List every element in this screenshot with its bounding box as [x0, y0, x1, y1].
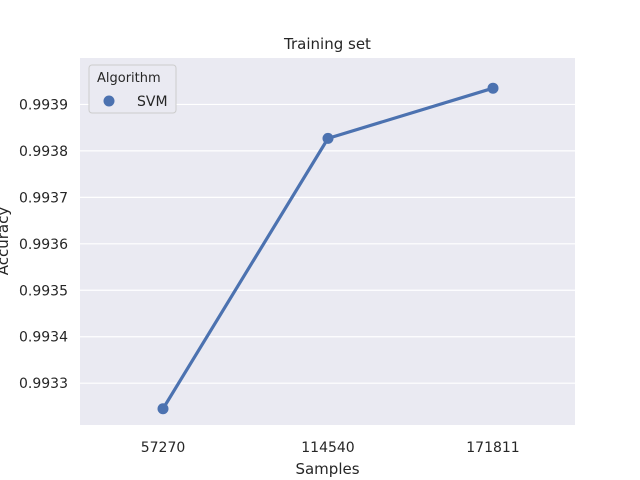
legend-label-svm: SVM — [137, 94, 168, 110]
legend: Algorithm SVM — [88, 64, 177, 114]
x-axis-title: Samples — [295, 460, 359, 478]
y-tick-label: 0.9936 — [19, 237, 68, 253]
y-axis-title: Accuracy — [0, 207, 12, 276]
y-tick-label: 0.9934 — [19, 330, 68, 346]
chart-title: Training set — [283, 35, 371, 53]
x-tick-label: 114540 — [301, 440, 354, 456]
data-point — [157, 403, 169, 415]
y-tick-labels: 0.9933 0.9934 0.9935 0.9936 0.9937 0.9938 0.99… — [19, 97, 68, 392]
data-point — [487, 82, 499, 94]
y-tick-label: 0.9933 — [19, 376, 68, 392]
x-tick-label: 57270 — [141, 440, 186, 456]
plot-area — [80, 58, 575, 425]
legend-marker-svm — [103, 95, 115, 107]
y-tick-label: 0.9937 — [19, 190, 68, 206]
series-layer — [157, 82, 499, 415]
grid-lines — [80, 103, 575, 384]
data-point — [322, 132, 334, 144]
x-tick-labels: 57270 114540 171811 — [141, 440, 520, 456]
legend-title: Algorithm — [97, 71, 161, 86]
x-tick-label: 171811 — [466, 440, 519, 456]
y-tick-label: 0.9935 — [19, 283, 68, 299]
y-tick-label: 0.9939 — [19, 97, 68, 113]
y-tick-label: 0.9938 — [19, 144, 68, 160]
